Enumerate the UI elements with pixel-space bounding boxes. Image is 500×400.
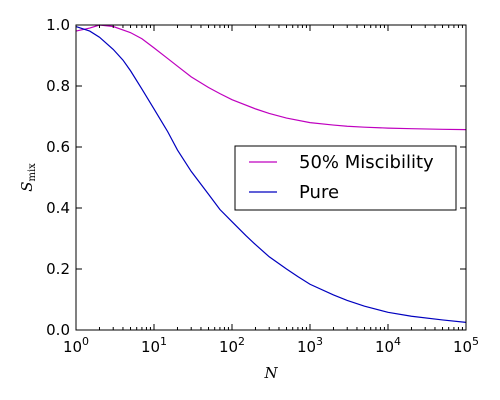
y-tick-label: 1.0 [46, 16, 70, 34]
x-tick-label-base: 10 [453, 338, 472, 356]
x-tick-label: 105 [453, 335, 479, 356]
y-axis-label-base: S [18, 182, 36, 192]
x-tick-label-exp: 3 [316, 335, 323, 348]
legend-label-pure: Pure [299, 182, 339, 203]
x-tick-label-base: 10 [141, 338, 160, 356]
legend-box [234, 145, 457, 211]
y-axis-label: Smix [18, 163, 38, 192]
y-tick-label: 0.8 [46, 77, 70, 95]
x-tick-label-base: 10 [63, 338, 82, 356]
x-tick-label-base: 10 [297, 338, 316, 356]
x-tick-label-exp: 4 [394, 335, 401, 348]
series-line-50-miscibility [75, 24, 467, 131]
y-tick-label: 0.2 [46, 260, 70, 278]
x-tick-label: 101 [141, 335, 167, 356]
x-tick-label-exp: 5 [472, 335, 479, 348]
x-tick-label-base: 10 [375, 338, 394, 356]
axis-labels: N Smix [18, 163, 278, 382]
x-tick-label-exp: 2 [238, 335, 245, 348]
x-axis-label: N [263, 364, 278, 382]
x-tick-label: 104 [375, 335, 401, 356]
series-line-pure [75, 25, 467, 323]
series-lines [75, 24, 467, 323]
x-tick-label-exp: 0 [82, 335, 89, 348]
x-tick-label: 100 [63, 335, 89, 356]
x-tick-label: 103 [297, 335, 323, 356]
y-axis-label-sub: mix [27, 163, 38, 182]
legend: 50% Miscibility Pure [234, 145, 457, 211]
x-tick-label-exp: 1 [160, 335, 167, 348]
legend-label-50-miscibility: 50% Miscibility [299, 152, 434, 173]
plot-frame [75, 24, 467, 331]
y-tick-label: 0.0 [46, 321, 70, 339]
x-tick-label-base: 10 [219, 338, 238, 356]
y-tick-label: 0.6 [46, 138, 70, 156]
x-tick-label: 102 [219, 335, 245, 356]
y-tick-label: 0.4 [46, 199, 70, 217]
